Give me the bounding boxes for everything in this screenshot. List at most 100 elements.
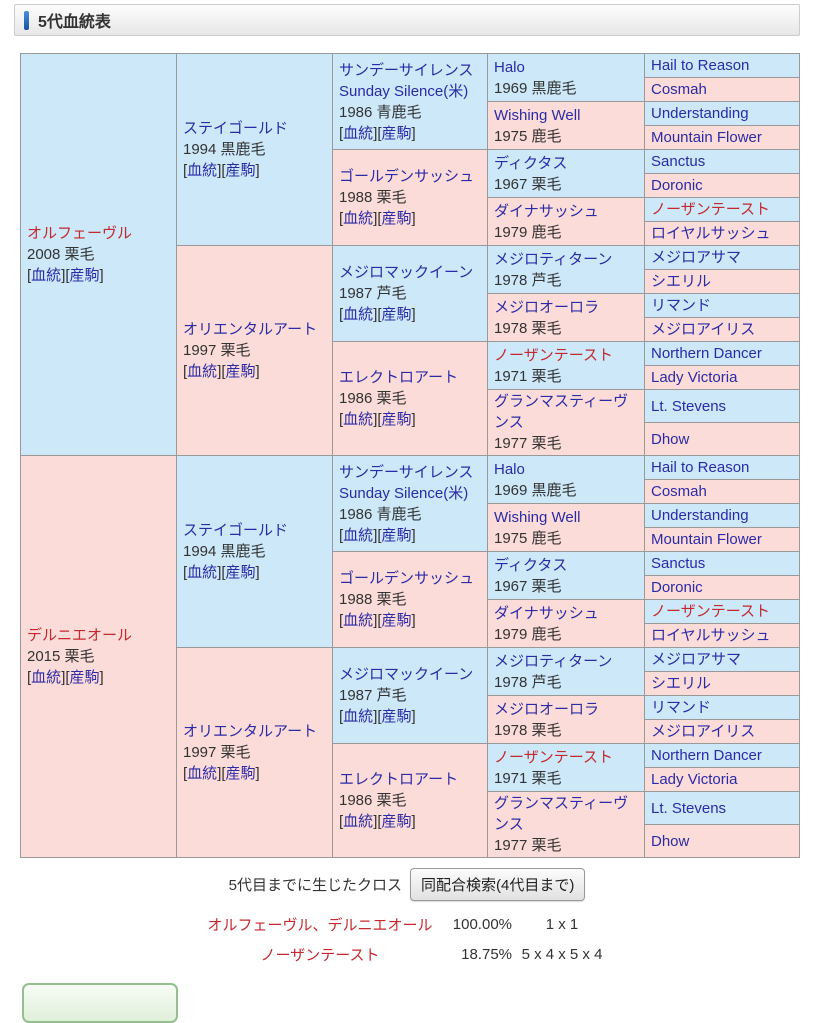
horse-name-link[interactable]: Dhow [651, 832, 690, 850]
horse-name-link[interactable]: Doronic [651, 579, 703, 596]
bottom-green-button[interactable] [22, 983, 178, 1023]
horse-name-link[interactable]: ノーザンテースト [651, 201, 770, 218]
offspring-link[interactable]: 産駒 [381, 813, 412, 830]
horse-name-link[interactable]: シエリル [651, 675, 712, 692]
horse-links: [血統][産駒] [339, 708, 416, 725]
offspring-link[interactable]: 産駒 [381, 124, 412, 142]
offspring-link[interactable]: 産駒 [381, 210, 412, 227]
horse-name-link[interactable]: メジロティターン [494, 250, 613, 268]
bloodline-link[interactable]: 血統 [31, 669, 62, 686]
horse-name-link[interactable]: Hail to Reason [651, 57, 750, 74]
horse-name-link[interactable]: Lt. Stevens [651, 397, 727, 415]
horse-name-link[interactable]: Lady Victoria [651, 369, 738, 386]
horse-name-link[interactable]: Sanctus [651, 153, 706, 170]
same-mating-search-button[interactable]: 同配合検索(4代目まで) [410, 868, 586, 901]
bloodline-link[interactable]: 血統 [343, 411, 374, 428]
horse-name-link[interactable]: オリエンタルアート [183, 321, 318, 338]
offspring-link[interactable]: 産駒 [225, 765, 256, 782]
horse-name-link[interactable]: Northern Dancer [651, 345, 762, 362]
bloodline-link[interactable]: 血統 [187, 162, 218, 179]
horse-name-link[interactable]: Sunday Silence(米) [339, 484, 469, 502]
pedigree-cell: エレクトロアート 1986 栗毛 [血統][産駒] [332, 341, 488, 456]
horse-name-link[interactable]: ロイヤルサッシュ [651, 225, 771, 242]
horse-name-link[interactable]: ダイナサッシュ [494, 202, 599, 220]
horse-name-link[interactable]: メジロティターン [494, 652, 613, 670]
horse-name-link[interactable]: グランマスティーヴンス [494, 795, 629, 833]
horse-name-link[interactable]: Hail to Reason [651, 459, 750, 476]
horse-name-link[interactable]: エレクトロアート [339, 771, 459, 788]
horse-name-link[interactable]: Halo [494, 460, 525, 478]
horse-name-link[interactable]: ダイナサッシュ [494, 604, 599, 622]
pedigree-cell: Cosmah [644, 479, 800, 504]
horse-name-link[interactable]: ステイゴールド [183, 522, 289, 539]
bloodline-link[interactable]: 血統 [343, 708, 374, 725]
bloodline-link[interactable]: 血統 [343, 306, 374, 323]
horse-name-link[interactable]: リマンド [651, 297, 712, 314]
horse-name-link[interactable]: ステイゴールド [183, 120, 289, 137]
bloodline-link[interactable]: 血統 [187, 564, 218, 581]
horse-name-link[interactable]: Cosmah [651, 81, 707, 98]
horse-name-link[interactable]: サンデーサイレンス [339, 463, 474, 481]
horse-name-link[interactable]: ゴールデンサッシュ [339, 570, 475, 587]
pedigree-cell: ダイナサッシュ 1979 鹿毛 [487, 599, 645, 648]
bloodline-link[interactable]: 血統 [343, 124, 374, 142]
horse-name-link[interactable]: ロイヤルサッシュ [651, 627, 771, 644]
offspring-link[interactable]: 産駒 [381, 411, 412, 428]
pedigree-cell: Halo 1969 黒鹿毛 [487, 455, 645, 504]
horse-name-link[interactable]: ノーザンテースト [651, 603, 770, 620]
horse-name-link[interactable]: Wishing Well [494, 508, 581, 526]
horse-name-link[interactable]: メジロオーロラ [494, 298, 600, 316]
horse-name-link[interactable]: メジロアイリス [651, 321, 756, 338]
horse-name-link[interactable]: メジロマックイーン [339, 264, 474, 281]
horse-name-link[interactable]: Wishing Well [494, 106, 581, 124]
horse-name-link[interactable]: Cosmah [651, 483, 707, 500]
bloodline-link[interactable]: 血統 [343, 526, 374, 544]
horse-name-link[interactable]: Sunday Silence(米) [339, 82, 469, 100]
offspring-link[interactable]: 産駒 [69, 267, 100, 284]
pedigree-cell: グランマスティーヴンス 1977 栗毛 [487, 791, 645, 858]
horse-name-link[interactable]: シエリル [651, 273, 712, 290]
offspring-link[interactable]: 産駒 [381, 306, 412, 323]
pedigree-cell: メジロマックイーン 1987 芦毛 [血統][産駒] [332, 647, 488, 744]
offspring-link[interactable]: 産駒 [381, 612, 412, 629]
horse-name-link[interactable]: オリエンタルアート [183, 723, 318, 740]
offspring-link[interactable]: 産駒 [225, 363, 256, 380]
horse-name-link[interactable]: リマンド [651, 699, 712, 716]
horse-name-link[interactable]: Northern Dancer [651, 747, 762, 764]
horse-name-link[interactable]: Mountain Flower [651, 531, 762, 548]
bloodline-link[interactable]: 血統 [187, 363, 218, 380]
horse-name-link[interactable]: ディクタス [494, 154, 568, 172]
bloodline-link[interactable]: 血統 [187, 765, 218, 782]
horse-name-link[interactable]: Lt. Stevens [651, 799, 727, 817]
offspring-link[interactable]: 産駒 [225, 162, 256, 179]
horse-name-link[interactable]: ゴールデンサッシュ [339, 168, 475, 185]
offspring-link[interactable]: 産駒 [225, 564, 256, 581]
horse-name-link[interactable]: ノーザンテースト [494, 346, 613, 364]
bloodline-link[interactable]: 血統 [343, 612, 374, 629]
horse-name-link[interactable]: ディクタス [494, 556, 568, 574]
offspring-link[interactable]: 産駒 [381, 708, 412, 725]
offspring-link[interactable]: 産駒 [381, 526, 412, 544]
horse-name-link[interactable]: Lady Victoria [651, 771, 738, 788]
horse-name-link[interactable]: メジロオーロラ [494, 700, 600, 718]
bloodline-link[interactable]: 血統 [343, 813, 374, 830]
horse-name-link[interactable]: Dhow [651, 430, 690, 448]
horse-name-link[interactable]: メジロマックイーン [339, 666, 474, 683]
pedigree-row: シエリル [21, 269, 800, 294]
horse-name-link[interactable]: Doronic [651, 177, 703, 194]
horse-name-link[interactable]: メジロアイリス [651, 723, 756, 740]
horse-name-link[interactable]: サンデーサイレンス [339, 61, 474, 79]
bloodline-link[interactable]: 血統 [31, 267, 62, 284]
horse-name-link[interactable]: Understanding [651, 507, 749, 524]
bloodline-link[interactable]: 血統 [343, 210, 374, 227]
horse-name-link[interactable]: ノーザンテースト [494, 748, 613, 766]
horse-name-link[interactable]: Halo [494, 58, 525, 76]
horse-name-link[interactable]: メジロアサマ [651, 651, 742, 668]
offspring-link[interactable]: 産駒 [69, 669, 100, 686]
horse-name-link[interactable]: メジロアサマ [651, 249, 742, 266]
horse-name-link[interactable]: グランマスティーヴンス [494, 393, 629, 431]
horse-name-link[interactable]: エレクトロアート [339, 369, 459, 386]
horse-name-link[interactable]: Understanding [651, 105, 749, 122]
horse-name-link[interactable]: Mountain Flower [651, 129, 762, 146]
horse-name-link[interactable]: Sanctus [651, 555, 706, 572]
